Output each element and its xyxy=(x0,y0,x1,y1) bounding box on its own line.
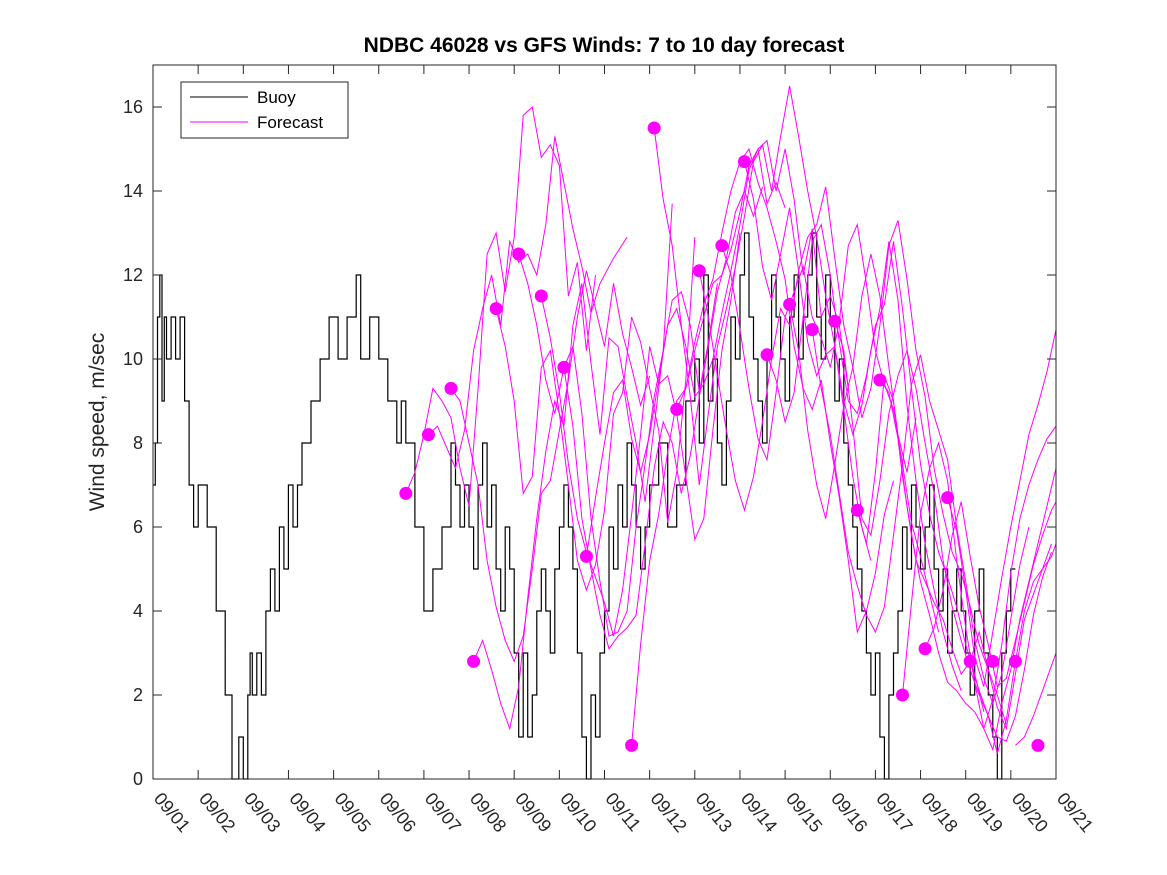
forecast-series-line-9 xyxy=(585,147,786,557)
marker-layer xyxy=(399,121,1045,752)
plot-background xyxy=(153,65,1056,779)
forecast-series-line-3 xyxy=(450,270,651,663)
forecast-marker xyxy=(986,654,1000,668)
forecast-series-line-1 xyxy=(405,106,596,507)
forecast-series-line-12 xyxy=(676,147,894,634)
forecast-marker xyxy=(850,503,864,517)
forecast-series-line-13 xyxy=(698,186,917,513)
forecast-marker xyxy=(760,348,774,362)
forecast-series-line-15 xyxy=(744,161,962,691)
legend-box xyxy=(180,81,349,139)
forecast-marker xyxy=(873,373,887,387)
y-axis: 0 2 4 6 8 10 12 14 16 xyxy=(123,97,1056,789)
forecast-marker xyxy=(399,486,413,500)
y-tick-label: 4 xyxy=(133,601,143,621)
forecast-series-line-21 xyxy=(879,379,1052,731)
forecast-marker xyxy=(1008,654,1022,668)
forecast-series-line-17 xyxy=(789,220,1007,725)
y-tick-label: 12 xyxy=(123,265,143,285)
forecast-series-line-16 xyxy=(766,223,985,712)
y-tick-label: 0 xyxy=(133,769,143,789)
forecast-series-line-7 xyxy=(540,232,741,637)
forecast-marker xyxy=(805,323,819,337)
forecast-marker xyxy=(941,491,955,505)
forecast-series-line-10 xyxy=(631,139,849,746)
forecast-marker xyxy=(692,264,706,278)
forecast-series-line-5 xyxy=(495,237,696,592)
forecast-series-line-24 xyxy=(947,329,1057,687)
forecast-marker xyxy=(1031,738,1045,752)
forecast-marker xyxy=(918,642,932,656)
forecast-series-line-6 xyxy=(518,253,718,637)
forecast-series-line-8 xyxy=(563,186,763,650)
legend-forecast-label: Forecast xyxy=(257,113,323,132)
forecast-series-line-22 xyxy=(902,425,1057,729)
y-tick-label: 14 xyxy=(123,181,143,201)
y-tick-label: 16 xyxy=(123,97,143,117)
forecast-marker xyxy=(895,688,909,702)
forecast-marker xyxy=(625,738,639,752)
forecast-series-line-26 xyxy=(1015,652,1057,746)
legend: Buoy Forecast xyxy=(180,81,349,139)
forecast-marker xyxy=(963,654,977,668)
forecast-marker xyxy=(444,381,458,395)
forecast-marker xyxy=(512,247,526,261)
forecast-marker xyxy=(715,239,729,253)
y-tick-label: 8 xyxy=(133,433,143,453)
forecast-marker xyxy=(579,549,593,563)
forecast-series-line-19 xyxy=(834,321,1052,742)
forecast-series-line-18 xyxy=(811,329,1030,705)
legend-buoy-label: Buoy xyxy=(257,88,296,107)
plot-area xyxy=(152,64,1057,780)
forecast-marker xyxy=(828,314,842,328)
forecast-marker xyxy=(737,155,751,169)
chart-title: NDBC 46028 vs GFS Winds: 7 to 10 day for… xyxy=(364,34,845,57)
forecast-series-line-4 xyxy=(473,203,673,731)
y-tick-label: 6 xyxy=(133,517,143,537)
forecast-marker xyxy=(783,297,797,311)
forecast-marker xyxy=(489,302,503,316)
forecast-marker xyxy=(534,289,548,303)
y-axis-label: Wind speed, m/sec xyxy=(86,333,109,512)
forecast-marker xyxy=(421,428,435,442)
forecast-layer xyxy=(405,85,1057,754)
forecast-marker xyxy=(467,654,481,668)
forecast-marker xyxy=(670,402,684,416)
y-tick-label: 10 xyxy=(123,349,143,369)
forecast-marker xyxy=(647,121,661,135)
y-tick-label: 2 xyxy=(133,685,143,705)
forecast-marker xyxy=(557,360,571,374)
